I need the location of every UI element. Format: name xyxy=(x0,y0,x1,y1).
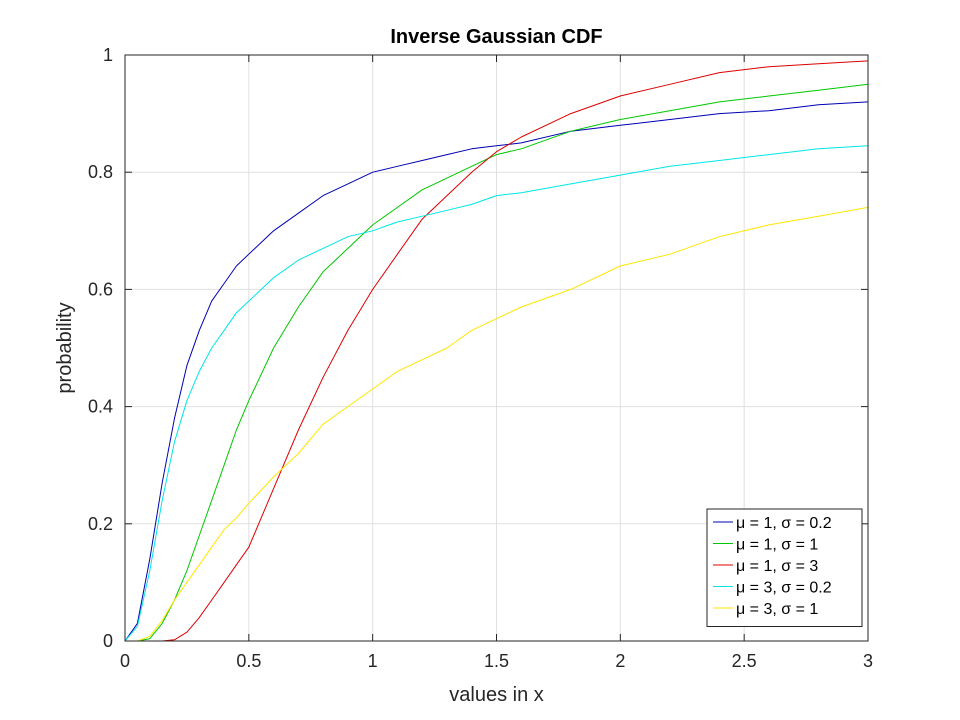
series-line-1 xyxy=(124,101,869,642)
series-line-3 xyxy=(125,60,869,642)
x-axis-label: values in x xyxy=(449,684,544,706)
x-tick-label: 0 xyxy=(120,651,130,671)
y-tick-label: 0.6 xyxy=(88,279,113,299)
x-tick-label: 2 xyxy=(615,651,625,671)
y-tick-label: 0.2 xyxy=(88,514,113,534)
y-tick-label: 0.8 xyxy=(88,162,113,182)
x-tick-label: 0.5 xyxy=(236,651,261,671)
legend-label-1: μ = 1, σ = 0.2 xyxy=(736,515,832,532)
chart-title: Inverse Gaussian CDF xyxy=(390,26,602,48)
x-tick-label: 3 xyxy=(863,651,873,671)
ticks: 0 0.5 1 1.5 2 2.5 3 0 0.2 0.4 0.6 0.8 1 xyxy=(88,45,873,671)
grid xyxy=(125,55,868,641)
x-tick-label: 1 xyxy=(368,651,378,671)
legend-label-2: μ = 1, σ = 1 xyxy=(736,537,818,554)
series-line-4 xyxy=(124,145,869,642)
series-layer xyxy=(124,60,869,642)
series-line-5 xyxy=(125,206,869,642)
legend-label-5: μ = 3, σ = 1 xyxy=(736,601,818,618)
y-tick-label: 0.4 xyxy=(88,397,113,417)
y-tick-label: 0 xyxy=(103,631,113,651)
legend-label-3: μ = 1, σ = 3 xyxy=(736,558,818,575)
legend: μ = 1, σ = 0.2 μ = 1, σ = 1 μ = 1, σ = 3 μ … xyxy=(706,508,863,627)
y-tick-label: 1 xyxy=(103,45,113,65)
legend-label-4: μ = 3, σ = 0.2 xyxy=(736,580,832,597)
series-line-2 xyxy=(125,83,869,642)
y-axis-label: probability xyxy=(54,302,76,393)
legend-box xyxy=(706,508,863,627)
x-tick-label: 1.5 xyxy=(484,651,509,671)
x-tick-label: 2.5 xyxy=(732,651,757,671)
